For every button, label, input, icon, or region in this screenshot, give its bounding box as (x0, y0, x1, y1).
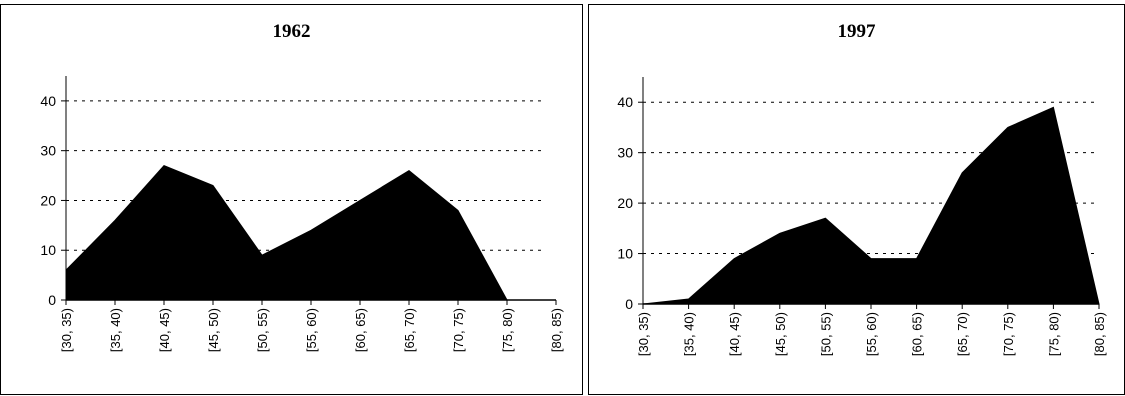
y-tick-label: 40 (617, 94, 633, 110)
x-tick-label: [75, 80) (1046, 312, 1061, 356)
x-tick-label: [70, 75) (1001, 312, 1016, 356)
area-chart-1962: 0 10 20 30 40 [30, 35) [35, 40) [40, 45) [45, 50… (40, 76, 564, 352)
y-tick-label: 20 (617, 195, 633, 211)
area-series (642, 106, 1100, 305)
x-tick-label: [35, 40) (682, 312, 697, 356)
x-tick-label: [70, 75) (451, 308, 466, 352)
chart-panel-1997: 1997 0 10 20 30 40 [30, 35) [35, 40) [40, 45) [4… (588, 4, 1125, 395)
area-series (65, 165, 556, 301)
x-tick-label: [45, 50) (206, 308, 221, 352)
x-tick-label: [75, 80) (500, 308, 515, 352)
x-tick-label: [40, 45) (157, 308, 172, 352)
y-tick-label: 30 (617, 145, 633, 161)
x-tick-label: [65, 70) (955, 312, 970, 356)
y-tick-label: 40 (40, 93, 56, 109)
y-tick-label: 0 (48, 292, 56, 308)
x-tick-label: [50, 55) (255, 308, 270, 352)
chart-title: 1962 (272, 21, 311, 42)
y-tick-label: 10 (40, 242, 56, 258)
x-tick-label: [30, 35) (636, 312, 651, 356)
y-tick-label: 10 (617, 246, 633, 262)
x-tick-label: [30, 35) (59, 308, 74, 352)
area-chart-1997: 0 10 20 30 40 [30, 35) [35, 40) [40, 45) [45, 50… (617, 77, 1107, 356)
x-tick-label: [40, 45) (727, 312, 742, 356)
x-tick-label: [60, 65) (910, 312, 925, 356)
x-tick-label: [55, 60) (304, 308, 319, 352)
x-tick-label: [50, 55) (818, 312, 833, 356)
x-tick-label: [60, 65) (353, 308, 368, 352)
chart-panel-1962: 1962 0 10 20 30 40 [30, 35) [35, 40) [40, 45) [4… (0, 4, 583, 395)
x-tick-label: [45, 50) (773, 312, 788, 356)
y-tick-label: 20 (40, 192, 56, 208)
chart-title: 1997 (837, 21, 876, 42)
x-tick-label: [65, 70) (402, 308, 417, 352)
x-tick-label: [35, 40) (108, 308, 123, 352)
y-tick-label: 0 (625, 296, 633, 312)
x-tick-label: [55, 60) (864, 312, 879, 356)
x-tick-label: [80, 85) (1092, 312, 1107, 356)
y-tick-label: 30 (40, 143, 56, 159)
x-tick-label: [80, 85) (549, 308, 564, 352)
